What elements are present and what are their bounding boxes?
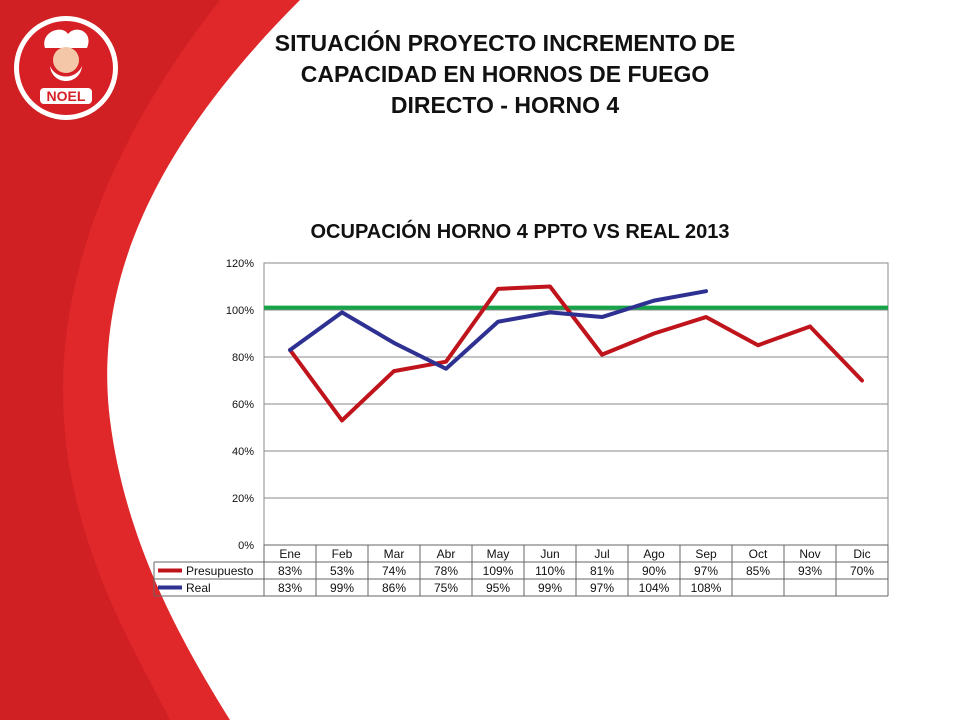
legend-label: Presupuesto <box>186 564 254 578</box>
data-label: 81% <box>590 564 614 578</box>
x-category-label: Sep <box>695 547 717 561</box>
data-label: 104% <box>639 581 670 595</box>
data-label: 95% <box>486 581 510 595</box>
data-label: 74% <box>382 564 406 578</box>
title-line-2: CAPACIDAD EN HORNOS DE FUEGO <box>300 61 710 87</box>
data-point-presupuesto <box>756 343 760 347</box>
data-point-real <box>392 341 396 345</box>
red-band-shade <box>0 0 220 720</box>
data-point-real <box>548 310 552 314</box>
data-label: 85% <box>746 564 770 578</box>
data-point-real <box>704 289 708 293</box>
legend-label: Real <box>186 581 211 595</box>
y-tick-label: 60% <box>232 399 254 411</box>
data-label: 99% <box>330 581 354 595</box>
data-point-presupuesto <box>704 315 708 319</box>
data-label: 78% <box>434 564 458 578</box>
y-tick-label: 120% <box>226 258 254 270</box>
chart-title: OCUPACIÓN HORNO 4 PPTO VS REAL 2013 <box>310 221 730 243</box>
data-point-presupuesto <box>548 285 552 288</box>
logo-text: NOEL <box>47 88 86 104</box>
data-point-real <box>444 367 448 371</box>
x-category-label: Dic <box>853 547 870 561</box>
data-label: 97% <box>694 564 718 578</box>
data-point-real <box>496 320 500 324</box>
data-label: 99% <box>538 581 562 595</box>
x-category-label: Abr <box>437 547 456 561</box>
data-point-presupuesto <box>392 369 396 373</box>
data-point-presupuesto <box>652 332 656 335</box>
data-point-presupuesto <box>600 353 604 357</box>
data-label: 86% <box>382 581 406 595</box>
x-category-label: Jun <box>540 547 559 561</box>
x-category-label: Feb <box>332 547 353 561</box>
title-line-3: DIRECTO - HORNO 4 <box>390 92 620 118</box>
noel-logo: NOEL <box>14 16 118 120</box>
y-tick-label: 100% <box>226 305 254 317</box>
data-point-presupuesto <box>808 324 812 328</box>
y-tick-label: 80% <box>232 352 254 364</box>
data-label: 93% <box>798 564 822 578</box>
data-label: 108% <box>691 581 722 595</box>
x-category-label: Mar <box>384 547 405 561</box>
series-line-presupuesto <box>288 284 864 423</box>
data-label: 83% <box>278 581 302 595</box>
x-category-label: Ago <box>643 547 665 561</box>
x-category-label: Jul <box>594 547 609 561</box>
x-category-label: Nov <box>799 547 820 561</box>
data-label: 75% <box>434 581 458 595</box>
x-category-label: Oct <box>749 547 768 561</box>
title-line-1: SITUACIÓN PROYECTO INCREMENTO DE <box>274 30 736 56</box>
data-point-real <box>652 299 656 303</box>
data-point-presupuesto <box>496 287 500 291</box>
y-tick-label: 20% <box>232 493 254 505</box>
slide-title: SITUACIÓN PROYECTO INCREMENTO DE CAPACID… <box>175 28 835 121</box>
occupancy-chart: 0% 20% 40% 60% 80% 100% 120% Ene Feb Mar Abr May Jun… <box>153 258 889 597</box>
data-label: 90% <box>642 564 666 578</box>
data-point-real <box>288 348 292 352</box>
x-category-label: May <box>487 547 510 561</box>
data-label: 53% <box>330 564 354 578</box>
data-point-presupuesto <box>444 360 448 364</box>
data-label: 97% <box>590 581 614 595</box>
data-label: 110% <box>535 564 565 578</box>
data-point-presupuesto <box>860 379 864 382</box>
data-point-presupuesto <box>340 418 344 422</box>
y-tick-label: 40% <box>232 446 254 458</box>
data-label: 83% <box>278 564 302 578</box>
y-tick-label: 0% <box>238 540 254 552</box>
data-point-real <box>600 315 604 319</box>
data-point-real <box>340 310 344 314</box>
data-label: 70% <box>850 564 874 578</box>
x-category-label: Ene <box>279 547 301 561</box>
data-label: 109% <box>483 564 514 578</box>
